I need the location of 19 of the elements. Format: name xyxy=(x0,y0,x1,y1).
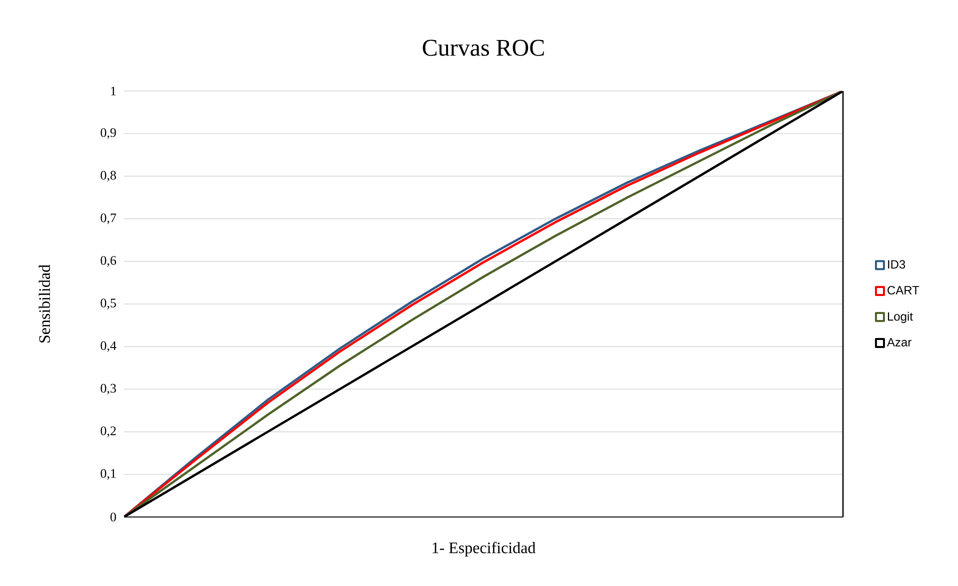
legend-label: Logit xyxy=(888,312,913,324)
legend-label: Azar xyxy=(886,338,912,346)
y-tick-label: 0,9 xyxy=(100,128,116,139)
y-tick-label: 0,4 xyxy=(100,341,116,352)
legend-label: ID3 xyxy=(888,260,906,269)
chart-title: Curvas ROC xyxy=(422,40,544,56)
y-tick-label: 0,2 xyxy=(100,426,116,438)
legend-label: CART xyxy=(888,286,920,294)
y-tick-label: 0,1 xyxy=(100,469,116,480)
y-tick-label: 0,8 xyxy=(100,170,116,182)
y-tick-label: 0,6 xyxy=(100,256,116,267)
line-series xyxy=(124,90,843,517)
y-tick-label: 0 xyxy=(110,512,116,522)
y-tick-label: 0,7 xyxy=(100,213,116,224)
y-tick-label: 1 xyxy=(111,86,116,96)
x-axis-title: 1- Especificidad xyxy=(432,542,536,556)
y-tick-label: 0,3 xyxy=(100,384,116,395)
y-tick-label: 0,5 xyxy=(100,298,116,310)
y-axis-title: Sensibilidad xyxy=(38,264,50,342)
